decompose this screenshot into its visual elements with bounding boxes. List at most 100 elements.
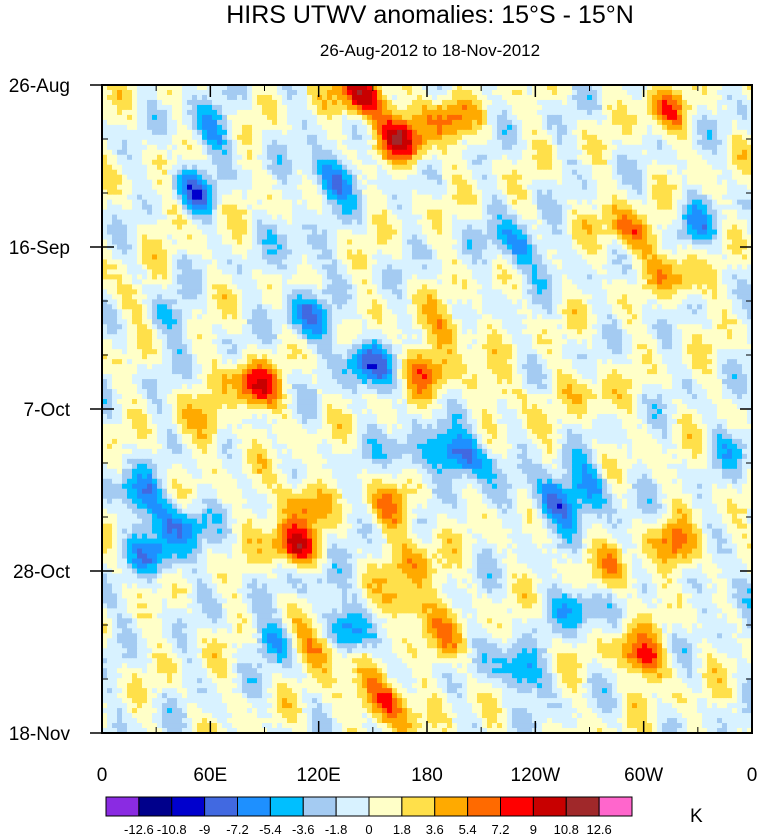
anomaly-cell: [727, 269, 733, 276]
anomaly-cell: [212, 259, 218, 266]
anomaly-cell: [472, 234, 478, 241]
anomaly-cell: [382, 114, 388, 121]
anomaly-cell: [177, 129, 183, 136]
anomaly-cell: [147, 229, 153, 236]
anomaly-cell: [262, 114, 268, 121]
anomaly-cell: [612, 219, 618, 226]
anomaly-cell: [667, 99, 673, 106]
anomaly-cell: [492, 104, 498, 111]
anomaly-cell: [552, 234, 558, 241]
anomaly-cell: [327, 159, 333, 166]
anomaly-cell: [547, 85, 553, 91]
anomaly-cell: [447, 254, 453, 261]
anomaly-cell: [542, 184, 548, 191]
anomaly-cell: [127, 164, 133, 171]
anomaly-cell: [372, 214, 378, 221]
anomaly-cell: [112, 149, 118, 156]
anomaly-cell: [512, 164, 518, 171]
anomaly-cell: [257, 224, 263, 231]
anomaly-cell: [332, 234, 338, 241]
anomaly-cell: [692, 119, 698, 126]
anomaly-cell: [567, 254, 573, 261]
anomaly-cell: [372, 85, 378, 91]
anomaly-cell: [607, 189, 613, 196]
anomaly-cell: [342, 139, 348, 146]
anomaly-cell: [257, 214, 263, 221]
anomaly-cell: [152, 214, 158, 221]
anomaly-cell: [657, 94, 663, 101]
anomaly-cell: [652, 114, 658, 121]
anomaly-cell: [547, 164, 553, 171]
anomaly-cell: [227, 134, 233, 141]
anomaly-cell: [317, 254, 323, 261]
anomaly-cell: [747, 169, 753, 176]
anomaly-cell: [687, 114, 693, 121]
anomaly-cell: [207, 269, 213, 276]
anomaly-cell: [602, 109, 608, 116]
anomaly-cell: [232, 89, 238, 96]
anomaly-cell: [697, 244, 703, 251]
anomaly-cell: [292, 264, 298, 271]
anomaly-cell: [507, 129, 513, 136]
anomaly-cell: [282, 179, 288, 186]
anomaly-cell: [672, 264, 678, 271]
anomaly-cell: [707, 94, 713, 101]
anomaly-cell: [332, 89, 338, 96]
anomaly-cell: [682, 164, 688, 171]
anomaly-cell: [452, 249, 458, 256]
anomaly-cell: [602, 139, 608, 146]
anomaly-cell: [192, 89, 198, 96]
anomaly-cell: [702, 114, 708, 121]
anomaly-cell: [467, 129, 473, 136]
anomaly-cell: [687, 104, 693, 111]
anomaly-cell: [637, 114, 643, 121]
anomaly-cell: [237, 229, 243, 236]
anomaly-cell: [542, 249, 548, 256]
anomaly-cell: [297, 99, 303, 106]
anomaly-cell: [732, 229, 738, 236]
anomaly-cell: [212, 89, 218, 96]
anomaly-cell: [512, 169, 518, 176]
anomaly-cell: [722, 164, 728, 171]
anomaly-cell: [147, 259, 153, 266]
anomaly-cell: [362, 209, 368, 216]
anomaly-cell: [277, 214, 283, 221]
anomaly-cell: [667, 129, 673, 136]
anomaly-cell: [602, 269, 608, 276]
anomaly-cell: [477, 259, 483, 266]
anomaly-cell: [317, 169, 323, 176]
anomaly-cell: [527, 249, 533, 256]
anomaly-cell: [347, 179, 353, 186]
anomaly-cell: [122, 204, 128, 211]
anomaly-cell: [557, 224, 563, 231]
anomaly-cell: [427, 94, 433, 101]
anomaly-cell: [697, 94, 703, 101]
anomaly-cell: [572, 119, 578, 126]
anomaly-cell: [442, 139, 448, 146]
anomaly-cell: [397, 119, 403, 126]
anomaly-cell: [562, 249, 568, 256]
anomaly-cell: [567, 154, 573, 161]
anomaly-cell: [167, 259, 173, 266]
anomaly-cell: [452, 99, 458, 106]
anomaly-cell: [332, 114, 338, 121]
anomaly-cell: [442, 224, 448, 231]
anomaly-cell: [552, 89, 558, 96]
anomaly-cell: [412, 199, 418, 206]
anomaly-cell: [367, 204, 373, 211]
anomaly-cell: [367, 244, 373, 251]
anomaly-cell: [677, 124, 683, 131]
anomaly-cell: [232, 114, 238, 121]
anomaly-cell: [127, 199, 133, 206]
anomaly-cell: [127, 119, 133, 126]
anomaly-cell: [352, 149, 358, 156]
anomaly-cell: [732, 189, 738, 196]
anomaly-cell: [292, 224, 298, 231]
anomaly-cell: [222, 184, 228, 191]
anomaly-cell: [352, 159, 358, 166]
anomaly-cell: [557, 254, 563, 261]
anomaly-cell: [452, 254, 458, 261]
anomaly-cell: [672, 99, 678, 106]
anomaly-cell: [387, 244, 393, 251]
anomaly-cell: [262, 254, 268, 261]
